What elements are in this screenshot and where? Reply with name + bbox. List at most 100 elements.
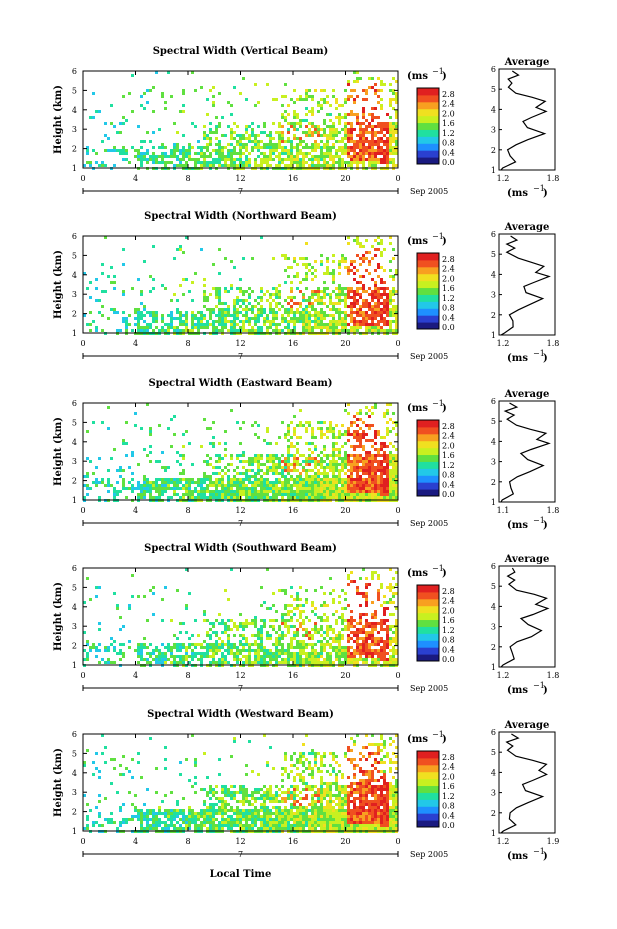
heatmap-cell	[119, 475, 122, 478]
heatmap-cell	[263, 125, 266, 128]
heatmap-cell	[227, 305, 230, 308]
heatmap-cell	[257, 646, 260, 649]
heatmap-cell	[263, 472, 266, 475]
heatmap-cell	[344, 302, 347, 305]
heatmap-cell	[311, 98, 314, 101]
heatmap-cell	[275, 457, 278, 460]
heatmap-cell	[329, 421, 332, 424]
heatmap-cell	[383, 436, 386, 439]
heatmap-cell	[392, 158, 395, 161]
heatmap-cell	[176, 164, 179, 167]
heatmap-cell	[308, 146, 311, 149]
heatmap-cell	[227, 311, 230, 314]
heatmap-cell	[188, 490, 191, 493]
heatmap-cell	[218, 248, 221, 251]
heatmap-cell	[323, 293, 326, 296]
heatmap-cell	[266, 457, 269, 460]
heatmap-cell	[275, 496, 278, 499]
heatmap-cell	[374, 484, 377, 487]
heatmap-cell	[194, 326, 197, 329]
heatmap-cell	[335, 98, 338, 101]
heatmap-cell	[326, 490, 329, 493]
heatmap-cell	[257, 317, 260, 320]
heatmap-cell	[251, 481, 254, 484]
heatmap-cell	[248, 293, 251, 296]
heatmap-cell	[383, 143, 386, 146]
heatmap-cell	[350, 311, 353, 314]
heatmap-cell	[347, 661, 350, 664]
heatmap-cell	[338, 658, 341, 661]
heatmap-cell	[299, 586, 302, 589]
heatmap-cell	[293, 323, 296, 326]
heatmap-cell	[149, 809, 152, 812]
heatmap-cell	[221, 646, 224, 649]
heatmap-cell	[170, 152, 173, 155]
average-x-tick-label: 1.8	[547, 174, 560, 183]
heatmap-cell	[323, 164, 326, 167]
heatmap-cell	[392, 412, 395, 415]
heatmap-cell	[320, 320, 323, 323]
heatmap-cell	[113, 281, 116, 284]
heatmap-cell	[371, 460, 374, 463]
heatmap-cell	[365, 637, 368, 640]
heatmap-cell	[374, 302, 377, 305]
heatmap-cell	[368, 451, 371, 454]
heatmap-cell	[356, 299, 359, 302]
heatmap-cell	[281, 95, 284, 98]
heatmap-cell	[371, 484, 374, 487]
heatmap-cell	[368, 314, 371, 317]
heatmap-cell	[158, 809, 161, 812]
heatmap-cell	[281, 454, 284, 457]
heatmap-cell	[359, 619, 362, 622]
heatmap-cell	[125, 149, 128, 152]
heatmap-cell	[356, 122, 359, 125]
heatmap-cell	[140, 164, 143, 167]
heatmap-cell	[374, 290, 377, 293]
heatmap-cell	[359, 257, 362, 260]
heatmap-cell	[290, 161, 293, 164]
heatmap-cell	[143, 815, 146, 818]
heatmap-cell	[329, 463, 332, 466]
heatmap-cell	[395, 272, 398, 275]
date-label: Sep 2005	[410, 684, 448, 693]
heatmap-cell	[218, 646, 221, 649]
heatmap-cell	[320, 146, 323, 149]
heatmap-cell	[272, 149, 275, 152]
heatmap-cell	[239, 658, 242, 661]
heatmap-cell	[383, 412, 386, 415]
heatmap-cell	[383, 155, 386, 158]
heatmap-cell	[98, 812, 101, 815]
heatmap-cell	[119, 329, 122, 332]
heatmap-cell	[173, 152, 176, 155]
heatmap-cell	[296, 652, 299, 655]
heatmap-cell	[257, 134, 260, 137]
heatmap-cell	[299, 481, 302, 484]
heatmap-cell	[320, 472, 323, 475]
heatmap-cell	[386, 472, 389, 475]
heatmap-cell	[299, 475, 302, 478]
heatmap-cell	[308, 152, 311, 155]
heatmap-cell	[254, 619, 257, 622]
heatmap-cell	[98, 800, 101, 803]
colorbar-tick-label: 1.6	[442, 119, 455, 128]
heatmap-cell	[284, 661, 287, 664]
heatmap-cell	[329, 125, 332, 128]
heatmap-cell	[221, 655, 224, 658]
heatmap-cell	[377, 469, 380, 472]
heatmap-cell	[260, 478, 263, 481]
heatmap-cell	[125, 152, 128, 155]
heatmap-cell	[362, 290, 365, 293]
heatmap-cell	[302, 619, 305, 622]
heatmap-cell	[251, 496, 254, 499]
heatmap-cell	[326, 604, 329, 607]
heatmap-cell	[86, 287, 89, 290]
heatmap-cell	[326, 326, 329, 329]
heatmap-cell	[89, 161, 92, 164]
heatmap-cell	[161, 487, 164, 490]
heatmap-cell	[386, 643, 389, 646]
heatmap-cell	[323, 119, 326, 122]
heatmap-cell	[365, 622, 368, 625]
heatmap-cell	[302, 155, 305, 158]
heatmap-cell	[233, 305, 236, 308]
heatmap-cell	[320, 314, 323, 317]
